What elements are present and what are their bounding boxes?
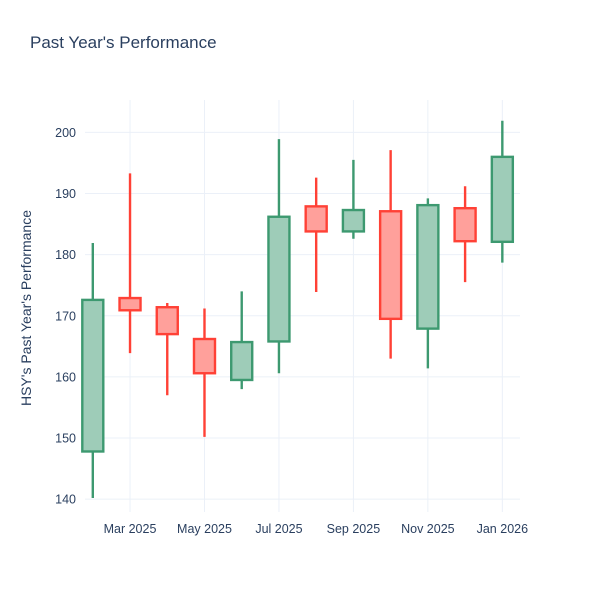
- y-tick-label: 170: [55, 309, 76, 323]
- x-tick-label: Sep 2025: [327, 522, 381, 536]
- candle-dec-2025[interactable]: [453, 186, 477, 283]
- chart-title: Past Year's Performance: [30, 33, 217, 52]
- candle-may-2025[interactable]: [192, 308, 217, 437]
- x-tick-label: Mar 2025: [104, 522, 157, 536]
- x-tick-label: Jan 2026: [477, 522, 528, 536]
- candle-body: [230, 340, 254, 382]
- candle-jun-2025[interactable]: [230, 291, 254, 390]
- candle-aug-2025[interactable]: [304, 177, 328, 292]
- candle-body: [304, 205, 328, 233]
- candle-body: [453, 206, 477, 243]
- candle-body: [192, 337, 217, 375]
- y-tick-label: 150: [55, 432, 76, 446]
- y-tick-label: 160: [55, 370, 76, 384]
- y-tick-label: 180: [55, 248, 76, 262]
- candle-oct-2025[interactable]: [378, 150, 403, 359]
- y-tick-label: 140: [55, 493, 76, 507]
- x-tick-label: May 2025: [177, 522, 232, 536]
- candle-body: [378, 210, 403, 321]
- candle-body: [118, 296, 142, 312]
- x-tick-label: Jul 2025: [255, 522, 302, 536]
- y-tick-label: 190: [55, 187, 76, 201]
- candle-body: [490, 155, 515, 244]
- candle-body: [81, 298, 105, 453]
- candle-nov-2025[interactable]: [416, 198, 440, 369]
- candle-sep-2025[interactable]: [341, 159, 366, 239]
- candle-jul-2025[interactable]: [267, 139, 291, 374]
- candle-apr-2025[interactable]: [155, 302, 179, 396]
- x-tick-label: Nov 2025: [401, 522, 455, 536]
- candle-jan-2026[interactable]: [490, 120, 515, 263]
- candle-body: [416, 203, 440, 330]
- candle-body: [155, 306, 179, 336]
- candle-feb-2025[interactable]: [81, 243, 105, 498]
- y-tick-label: 200: [55, 126, 76, 140]
- candle-body: [267, 215, 291, 343]
- candle-body: [341, 208, 366, 233]
- candle-mar-2025[interactable]: [118, 173, 142, 354]
